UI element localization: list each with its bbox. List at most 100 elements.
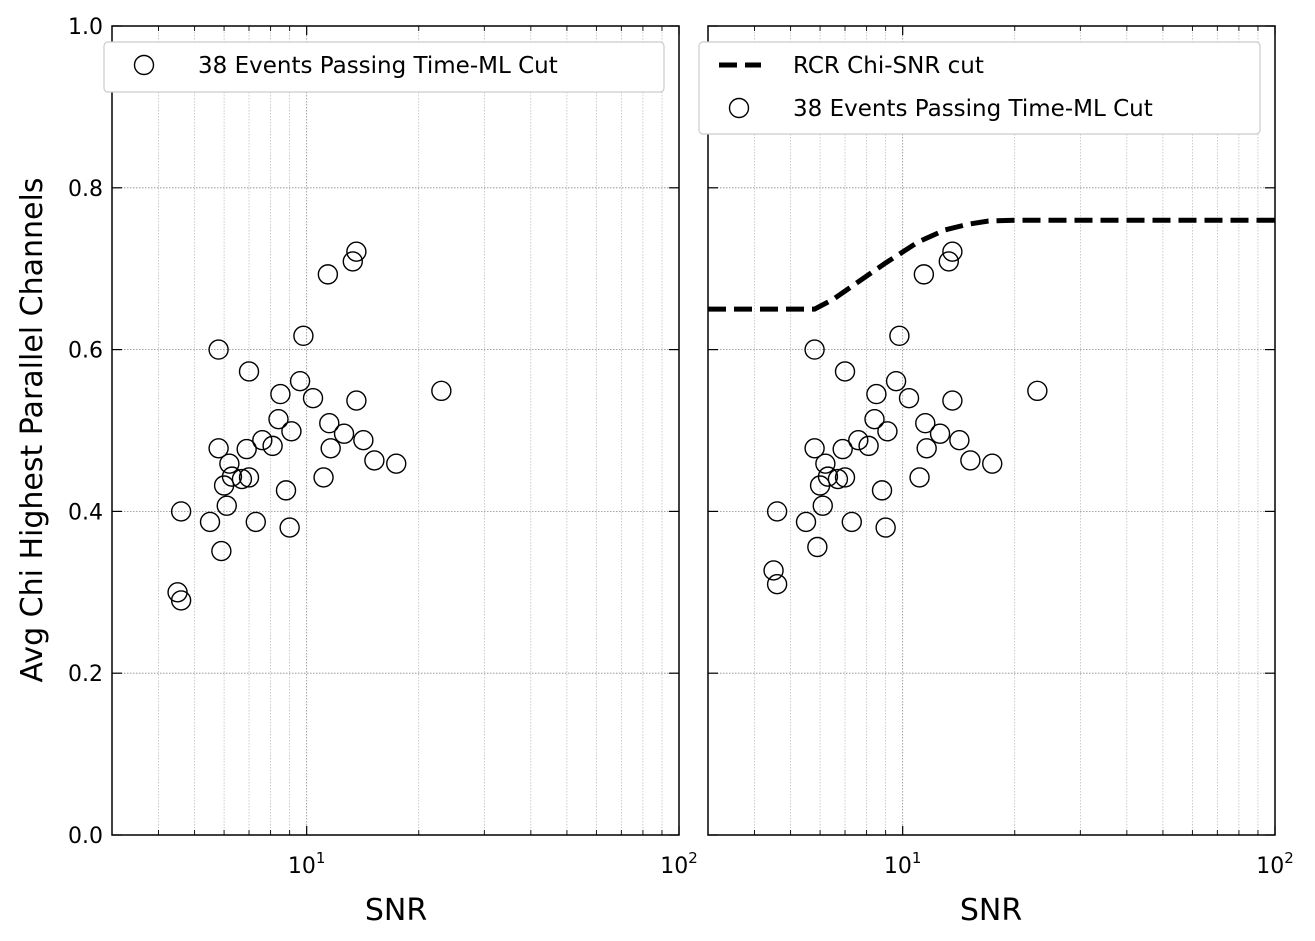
event-point xyxy=(219,453,240,474)
event-point xyxy=(864,408,885,430)
event-point xyxy=(238,467,260,488)
event-point xyxy=(211,540,232,562)
right-panel: 101 102 SNR RCR Chi-SNR cut 38 Events Pass… xyxy=(698,25,1294,928)
x-tick-label: 101 xyxy=(288,849,326,879)
event-point xyxy=(832,438,853,460)
event-point xyxy=(270,383,291,405)
event-point xyxy=(815,453,836,474)
left-plot-frame xyxy=(111,25,680,836)
right-plot-frame xyxy=(707,25,1276,836)
event-point xyxy=(812,495,833,516)
event-point xyxy=(766,574,788,595)
event-point xyxy=(938,251,959,272)
event-point xyxy=(898,387,920,409)
event-point xyxy=(268,408,289,430)
event-point xyxy=(960,450,981,471)
event-point xyxy=(871,480,893,501)
event-point xyxy=(949,430,970,451)
left-panel: 0.0 0.2 0.4 0.6 0.8 1.0 101 102 SNR Avg Chi Hig… xyxy=(15,15,698,928)
event-point xyxy=(208,339,229,360)
event-point xyxy=(281,421,302,442)
y-axis-label: Avg Chi Highest Parallel Channels xyxy=(15,178,50,683)
event-point xyxy=(807,536,828,558)
event-point xyxy=(320,438,341,459)
x-tick-label: 102 xyxy=(1256,849,1294,879)
event-point xyxy=(262,435,283,457)
event-point xyxy=(889,325,910,347)
event-point xyxy=(319,413,340,434)
event-point xyxy=(942,390,963,411)
event-point xyxy=(346,241,367,262)
event-point xyxy=(199,511,221,533)
event-point xyxy=(817,466,839,487)
event-point xyxy=(834,467,856,488)
event-point xyxy=(804,438,825,459)
event-point xyxy=(302,387,324,409)
event-point xyxy=(289,370,311,392)
legend-box xyxy=(698,41,1261,135)
event-point xyxy=(216,495,237,516)
event-point xyxy=(916,438,937,459)
y-tick-label: 0.0 xyxy=(68,824,103,849)
legend-box xyxy=(103,41,665,93)
event-point xyxy=(386,453,407,474)
event-point xyxy=(929,423,951,444)
event-point xyxy=(913,264,935,285)
legend-entry-label: 38 Events Passing Time-ML Cut xyxy=(198,53,558,79)
event-point xyxy=(342,251,363,272)
event-point xyxy=(875,517,896,538)
event-point xyxy=(275,480,297,501)
event-point xyxy=(885,370,907,392)
event-point xyxy=(231,468,253,490)
event-point xyxy=(353,430,374,451)
event-point xyxy=(293,325,314,347)
event-point xyxy=(866,383,887,405)
event-point xyxy=(858,435,879,457)
legend-marker-swatch xyxy=(728,97,750,119)
x-tick-label: 102 xyxy=(660,849,698,879)
y-tick-label: 0.6 xyxy=(68,339,103,364)
event-point xyxy=(795,511,817,533)
y-tick-label: 0.8 xyxy=(68,177,103,202)
event-point xyxy=(942,241,963,262)
event-point xyxy=(238,361,260,382)
event-point xyxy=(766,501,788,522)
event-point xyxy=(170,590,192,611)
event-point xyxy=(1027,380,1048,402)
event-point xyxy=(841,511,862,533)
legend-marker-swatch xyxy=(133,54,155,76)
event-point xyxy=(909,467,930,488)
event-point xyxy=(208,438,229,459)
event-point xyxy=(431,380,452,402)
event-point xyxy=(221,466,243,487)
event-point xyxy=(313,467,334,488)
right-x-axis-label: SNR xyxy=(960,893,1022,928)
event-point xyxy=(170,501,192,522)
event-point xyxy=(848,430,869,451)
rcr-cut-line xyxy=(708,217,1275,312)
event-point xyxy=(317,264,339,285)
event-point xyxy=(364,450,385,471)
y-tick-label: 1.0 xyxy=(68,15,103,40)
left-x-axis-label: SNR xyxy=(365,893,427,928)
event-point xyxy=(804,339,825,360)
event-point xyxy=(252,430,273,451)
event-point xyxy=(877,421,898,442)
event-point xyxy=(834,361,856,382)
legend-entry-label: RCR Chi-SNR cut xyxy=(793,53,984,79)
event-point xyxy=(763,560,784,581)
event-point xyxy=(236,438,257,460)
right-legend: RCR Chi-SNR cut 38 Events Passing Time-ML… xyxy=(698,41,1261,135)
x-tick-label: 101 xyxy=(884,849,922,879)
event-point xyxy=(982,453,1003,474)
left-legend: 38 Events Passing Time-ML Cut xyxy=(103,41,665,93)
event-point xyxy=(346,390,367,411)
y-tick-label: 0.4 xyxy=(68,500,103,525)
event-point xyxy=(333,423,355,444)
event-point xyxy=(915,413,936,434)
legend-entry-label: 38 Events Passing Time-ML Cut xyxy=(793,96,1153,122)
event-point xyxy=(827,468,849,490)
event-point xyxy=(245,511,266,533)
event-point xyxy=(279,517,300,538)
